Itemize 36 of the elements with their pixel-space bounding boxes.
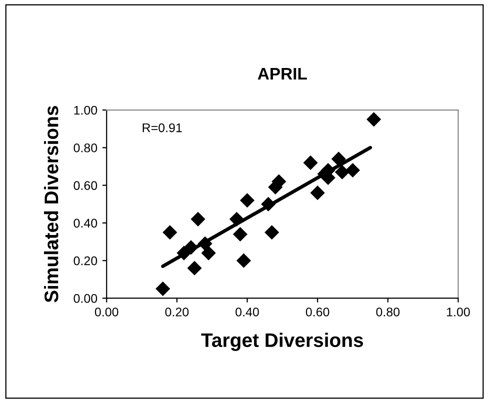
x-tick-label: 1.00 — [446, 308, 470, 316]
point — [187, 260, 202, 276]
x-axis-title: Target Diversions — [201, 332, 364, 351]
point — [236, 253, 252, 268]
point — [310, 186, 325, 200]
x-tick-label: 0.00 — [94, 308, 118, 316]
point — [190, 212, 206, 226]
x-tick-label: 0.60 — [306, 308, 330, 316]
annotation: R=0.91 — [142, 123, 182, 132]
point — [366, 112, 382, 127]
y-tick-label: 0.60 — [74, 181, 98, 190]
y-tick-label: 0.20 — [74, 256, 98, 266]
point — [264, 225, 280, 240]
point — [345, 162, 360, 178]
y-tick-label: 1.00 — [74, 106, 98, 115]
point — [232, 226, 248, 242]
x-tick-label: 0.20 — [165, 308, 189, 316]
point — [156, 282, 170, 296]
point — [303, 155, 318, 170]
y-tick-label: 0.40 — [74, 218, 98, 228]
point — [261, 196, 276, 212]
point — [198, 236, 212, 251]
y-axis-title: Simulated Diversions — [44, 106, 58, 302]
point — [184, 240, 198, 255]
point — [240, 193, 255, 208]
y-tick-label: 0.00 — [74, 294, 98, 303]
chart-title: APRIL — [258, 68, 307, 80]
point — [201, 246, 216, 260]
point — [317, 166, 332, 182]
point — [331, 152, 346, 166]
x-tick-label: 0.40 — [236, 308, 259, 316]
point — [162, 225, 178, 240]
point — [229, 212, 244, 226]
x-tick-label: 0.80 — [376, 308, 400, 316]
y-tick-label: 0.80 — [74, 143, 98, 152]
point — [334, 164, 350, 180]
